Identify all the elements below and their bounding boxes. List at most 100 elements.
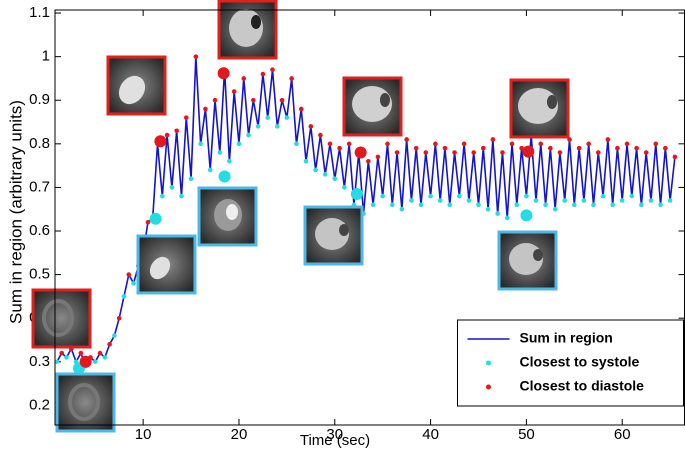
y-tick-label: 0.2 [29,396,50,413]
data-point [399,206,405,212]
data-point [251,97,256,103]
data-point [490,137,496,142]
data-point [572,202,577,208]
y-tick-label: 0.5 [29,266,50,283]
data-point [255,124,261,129]
inset-image [31,288,92,349]
data-point [289,76,294,81]
inset-image [217,0,278,60]
data-point [303,158,309,164]
data-point [217,150,223,155]
highlight-point [217,67,230,80]
data-point [543,202,548,208]
data-point [533,198,539,203]
data-point [236,141,242,147]
data-point [394,150,400,155]
legend-label: Sum in region [520,330,613,346]
data-point [308,124,314,129]
data-point [485,206,491,212]
data-point [327,141,333,147]
data-point [346,141,352,147]
data-point [227,158,232,164]
x-tick-label: 50 [518,426,535,443]
legend-box [457,319,684,407]
data-point [92,359,98,365]
data-point [274,124,280,129]
inset-image [55,372,116,433]
highlight-point [354,146,367,159]
highlight-point [79,355,92,368]
data-point [370,202,376,208]
data-point [212,97,218,103]
highlight-point [149,212,162,225]
x-tick-label: 20 [231,426,248,443]
data-point [366,158,371,164]
highlight-point [520,209,533,222]
data-point [428,193,433,199]
data-point [433,141,438,147]
data-point [557,150,563,155]
data-point [260,71,266,77]
data-point [164,132,170,138]
data-line [56,56,676,369]
highlight-point [350,187,363,200]
data-point [586,141,591,147]
data-point [231,89,237,94]
data-point [246,132,251,138]
data-point [241,76,247,81]
data-point [509,141,515,147]
data-point [667,198,673,203]
data-point [629,193,635,199]
data-point [375,154,381,160]
data-point [600,193,606,199]
data-point [447,202,453,208]
data-point [342,185,347,190]
data-point [476,202,481,208]
data-point [591,202,596,208]
data-point [552,206,558,212]
data-point [270,67,275,73]
data-point [145,219,151,225]
data-point [385,141,390,147]
inset-image [342,76,403,137]
legend-label: Closest to diastole [520,378,645,394]
data-point [663,145,668,151]
data-point [107,342,112,347]
y-tick-label: 0.9 [29,91,50,108]
x-axis-label: Time (sec) [300,432,370,449]
y-tick-label: 1.1 [29,4,50,21]
data-point [54,359,60,365]
data-point [595,150,601,155]
data-point [538,141,544,147]
data-point [332,176,338,182]
inset-image [303,205,364,266]
data-point [313,167,318,173]
data-point [203,106,208,112]
data-point [605,137,611,142]
data-point [198,141,203,147]
data-point [423,150,429,155]
y-tick-label: 0.6 [29,222,50,239]
highlight-point [218,170,231,183]
y-axis-label: Sum in region (arbitrary units) [6,100,25,324]
data-point [116,315,122,321]
data-point [495,211,500,216]
data-point [610,202,615,208]
data-point [461,141,467,147]
data-point [413,145,419,151]
data-point [179,193,184,199]
data-point [298,106,304,112]
data-point [514,202,520,208]
data-point [160,193,165,199]
legend-swatch [486,384,491,390]
data-point [519,145,524,151]
data-point [380,193,385,199]
data-point [471,150,477,155]
legend-swatch [486,360,491,366]
data-point [548,145,553,151]
x-tick-label: 40 [422,426,439,443]
data-point [404,137,409,142]
data-point [418,202,424,208]
data-point [389,202,395,208]
